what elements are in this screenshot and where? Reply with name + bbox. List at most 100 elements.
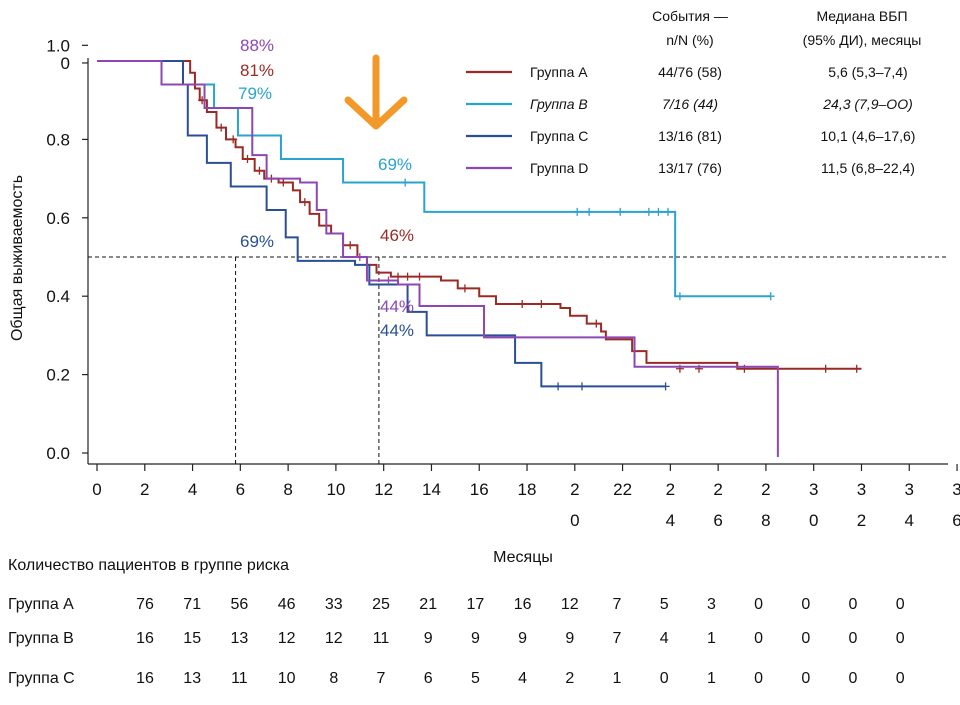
x-tick-label: 3 — [857, 480, 866, 499]
survival-curve-4 — [97, 60, 779, 457]
risk-row-name: Группа C — [8, 670, 75, 687]
censor-mark — [616, 207, 625, 216]
risk-count: 0 — [754, 630, 763, 647]
x-tick-label: 3 — [952, 480, 960, 499]
percent-label: 81% — [240, 61, 274, 80]
risk-count: 33 — [325, 596, 343, 613]
x-tick-label: 2 — [570, 480, 579, 499]
censor-mark — [518, 300, 527, 309]
risk-count: 9 — [518, 630, 527, 647]
risk-count: 17 — [467, 596, 485, 613]
censor-mark — [821, 364, 830, 373]
censor-mark — [243, 155, 252, 163]
censor-mark — [401, 178, 410, 187]
risk-count: 0 — [754, 596, 763, 613]
risk-count: 7 — [377, 670, 386, 687]
legend-events-value: 13/16 (81) — [658, 128, 722, 144]
risk-count: 16 — [136, 670, 154, 687]
y-tick-label: 0.0 — [46, 444, 70, 463]
y-tick-label: 0.6 — [46, 209, 70, 228]
x-tick-label: 18 — [518, 480, 537, 499]
percent-label: 69% — [378, 155, 412, 174]
x-tick-label: 2 — [713, 480, 722, 499]
legend-median-value: 24,3 (7,9–ОО) — [822, 96, 913, 112]
risk-count: 0 — [896, 670, 905, 687]
x-tick-label: 8 — [283, 480, 292, 499]
risk-count: 13 — [231, 630, 249, 647]
x-tick-label: 3 — [809, 480, 818, 499]
risk-count: 12 — [278, 630, 296, 647]
legend-events-header: События — — [652, 8, 728, 24]
risk-count: 12 — [561, 596, 579, 613]
censor-mark — [415, 272, 424, 281]
censor-mark — [577, 382, 586, 391]
legend-median-value: 5,6 (5,3–7,4) — [828, 64, 907, 80]
risk-count: 15 — [183, 630, 201, 647]
risk-count: 13 — [183, 670, 201, 687]
percent-label: 69% — [240, 232, 274, 251]
risk-count: 11 — [373, 630, 390, 647]
risk-count: 0 — [801, 596, 810, 613]
risk-count: 5 — [660, 596, 669, 613]
x-tick-label-second-line: 0 — [570, 511, 579, 530]
censor-mark — [229, 135, 238, 144]
legend-events-header: n/N (%) — [666, 32, 713, 48]
y-tick-label: 0.4 — [46, 287, 70, 306]
x-tick-label: 22 — [613, 480, 632, 499]
risk-count: 1 — [707, 630, 716, 647]
risk-row-name: Группа A — [8, 596, 74, 613]
x-tick-label-second-line: 6 — [713, 511, 722, 530]
legend-events-value: 13/17 (76) — [658, 160, 722, 176]
x-tick-label: 2 — [140, 480, 149, 499]
risk-count: 7 — [613, 596, 622, 613]
x-tick-label: 10 — [326, 480, 345, 499]
risk-count: 5 — [471, 670, 480, 687]
risk-count: 3 — [707, 596, 716, 613]
risk-count: 16 — [136, 630, 154, 647]
risk-count: 71 — [183, 596, 201, 613]
risk-count: 56 — [231, 596, 249, 613]
legend-median-header: Медиана ВБП — [816, 8, 907, 24]
censor-mark — [585, 207, 594, 216]
risk-table-title: Количество пациентов в группе риска — [8, 557, 289, 574]
risk-count: 0 — [801, 670, 810, 687]
legend-events-value: 44/76 (58) — [658, 64, 722, 80]
censor-mark — [300, 198, 309, 207]
censor-mark — [663, 207, 672, 216]
y-tick-label: 0.8 — [46, 130, 70, 149]
legend-events-value: 7/16 (44) — [662, 96, 718, 112]
percent-label: 88% — [240, 36, 274, 55]
risk-count: 4 — [518, 670, 527, 687]
risk-count: 21 — [419, 596, 437, 613]
legend-group-name: Группа D — [530, 160, 588, 176]
risk-count: 7 — [613, 630, 622, 647]
censor-mark — [384, 276, 393, 285]
censor-mark — [661, 382, 670, 391]
legend-median-value: 11,5 (6,8–22,4) — [821, 160, 915, 176]
censor-mark — [675, 292, 684, 301]
censor-mark — [554, 382, 563, 391]
censor-mark — [573, 207, 582, 216]
percent-label: 44% — [380, 321, 414, 340]
censor-mark — [355, 253, 364, 261]
risk-count: 10 — [278, 670, 296, 687]
censor-mark — [644, 207, 653, 216]
x-tick-label: 6 — [236, 480, 245, 499]
legend-median-header: (95% ДИ), месяцы — [803, 32, 922, 48]
x-tick-label-second-line: 0 — [809, 511, 818, 530]
y-tick-label: 0.2 — [46, 366, 70, 385]
censor-mark — [217, 123, 226, 132]
legend-group-name: Группа B — [530, 96, 588, 112]
censor-mark — [592, 319, 601, 328]
risk-count: 25 — [372, 596, 390, 613]
x-tick-label: 16 — [470, 480, 489, 499]
x-tick-label-second-line: 4 — [905, 511, 914, 530]
x-tick-label-second-line: 4 — [666, 511, 675, 530]
censor-mark — [537, 300, 546, 309]
y-tick-label: 0 — [61, 54, 70, 73]
risk-count: 46 — [278, 596, 296, 613]
censor-mark — [255, 166, 264, 175]
percent-label: 79% — [238, 84, 272, 103]
risk-count: 0 — [801, 630, 810, 647]
